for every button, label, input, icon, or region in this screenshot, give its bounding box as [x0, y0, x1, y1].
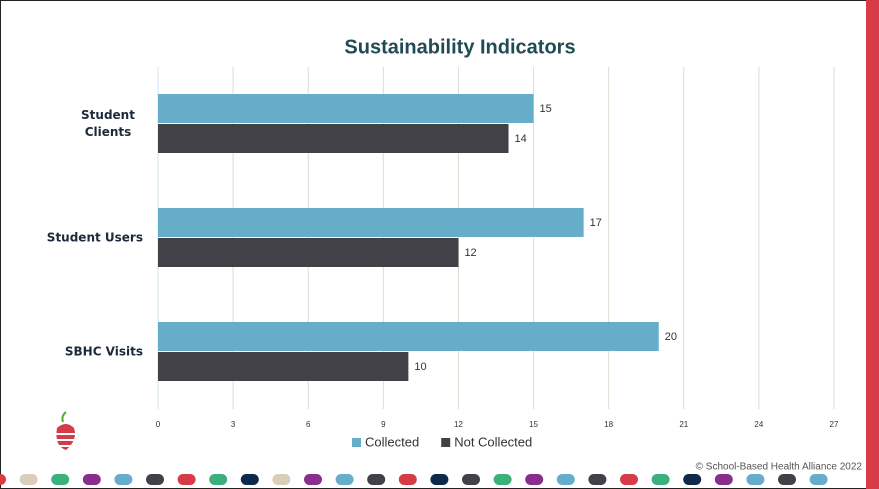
pill	[525, 474, 544, 485]
bar	[158, 124, 509, 153]
legend-swatch	[441, 438, 451, 447]
legend-swatch	[352, 438, 361, 447]
x-tick-label: 18	[604, 420, 613, 429]
pill	[398, 474, 417, 485]
legend-label: Not Collected	[454, 434, 532, 449]
side-accent	[866, 0, 879, 489]
data-label: 15	[540, 103, 552, 115]
pill	[335, 474, 354, 485]
data-label: 20	[665, 331, 677, 343]
x-tick-label: 27	[830, 420, 839, 429]
bar	[158, 94, 534, 123]
pill	[209, 474, 228, 485]
y-tick-label: Student Clients	[81, 108, 135, 139]
x-tick-label: 6	[306, 420, 311, 429]
pill	[240, 474, 259, 485]
data-label: 14	[515, 133, 527, 145]
pill	[556, 474, 575, 485]
pill	[620, 474, 638, 485]
data-label: 17	[590, 217, 602, 229]
pill	[272, 474, 291, 485]
x-tick-label: 0	[156, 420, 161, 429]
pill	[714, 474, 733, 485]
pill	[778, 474, 796, 485]
pill	[430, 474, 449, 485]
bar	[158, 238, 459, 267]
x-tick-label: 12	[454, 420, 463, 429]
legend-label: Collected	[365, 434, 419, 449]
copyright: © School-Based Health Alliance 2022	[696, 462, 863, 473]
x-tick-label: 24	[754, 420, 763, 429]
y-tick-label: SBHC Visits	[64, 344, 143, 359]
bar	[158, 208, 584, 237]
pill	[462, 474, 480, 485]
pill	[809, 474, 828, 485]
pill	[51, 474, 70, 485]
x-tick-label: 21	[679, 420, 688, 429]
pill	[683, 474, 702, 485]
data-label: 10	[414, 361, 426, 373]
x-tick-label: 9	[381, 420, 386, 429]
pill	[82, 474, 101, 485]
pill	[651, 474, 670, 485]
pill	[746, 474, 765, 485]
pill	[177, 474, 196, 485]
pill	[304, 474, 322, 485]
pill	[367, 474, 386, 485]
chart-title: Sustainability Indicators	[344, 36, 575, 58]
pill	[0, 474, 6, 485]
x-tick-label: 15	[529, 420, 538, 429]
data-label: 12	[464, 247, 476, 259]
pill	[146, 474, 164, 485]
x-tick-label: 3	[231, 420, 236, 429]
y-tick-label: Student Users	[46, 230, 143, 245]
apple-logo	[55, 411, 75, 450]
bar	[158, 352, 409, 381]
bar	[158, 322, 659, 351]
pill	[114, 474, 133, 485]
pill	[19, 474, 38, 485]
pill	[493, 474, 512, 485]
pill	[588, 474, 607, 485]
